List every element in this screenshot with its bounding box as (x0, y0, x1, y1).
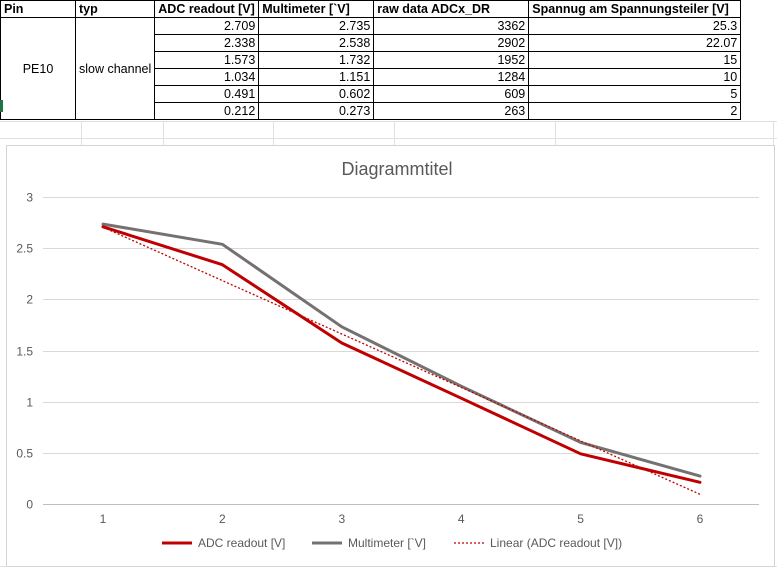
multimeter-cell[interactable]: 1.151 (258, 68, 375, 86)
pin-cell[interactable]: PE10 (0, 17, 76, 120)
x-tick-label: 3 (338, 512, 345, 526)
adc-cell[interactable]: 0.491 (154, 85, 260, 103)
raw-data-cell[interactable]: 3362 (373, 17, 530, 35)
y-tick-label: 3 (26, 191, 33, 205)
header-cell[interactable]: Spannug am Spannungsteiler [V] (528, 0, 742, 18)
y-tick-label: 0 (26, 498, 33, 512)
header-cell[interactable]: Pin (0, 0, 76, 18)
chart-canvas: Diagrammtitel 0 0.5 1 1.5 2 2.5 3 1 2 3 4 5 6 ADC r… (16, 159, 759, 550)
header-cell[interactable]: Multimeter [`V] (258, 0, 375, 18)
multimeter-cell[interactable]: 0.273 (258, 102, 375, 120)
series-line-1 (101, 222, 702, 478)
x-tick-label: 5 (577, 512, 584, 526)
adc-cell[interactable]: 1.573 (154, 51, 260, 69)
table-header-row: Pin typ ADC readout [V] Multimeter [`V] … (0, 0, 742, 18)
multimeter-cell[interactable]: 2.538 (258, 34, 375, 52)
y-tick-label: 0.5 (16, 447, 33, 461)
multimeter-cell[interactable]: 1.732 (258, 51, 375, 69)
adc-cell[interactable]: 2.709 (154, 17, 260, 35)
trendline-series-line (102, 226, 701, 495)
x-axis-labels: 1 2 3 4 5 6 (100, 512, 704, 526)
adc-cell[interactable]: 0.212 (154, 102, 260, 120)
voltage-divider-cell[interactable]: 25.3 (528, 17, 742, 35)
voltage-divider-cell[interactable]: 22.07 (528, 34, 742, 52)
raw-data-cell[interactable]: 609 (373, 85, 530, 103)
legend[interactable]: ADC readout [V] Multimeter [`V] Linear (AD… (162, 536, 622, 550)
data-table: Pin typ ADC readout [V] Multimeter [`V] … (0, 0, 742, 120)
adc-cell[interactable]: 2.338 (154, 34, 260, 52)
row-selection-marker (0, 100, 3, 112)
x-tick-label: 1 (100, 512, 107, 526)
raw-data-cell[interactable]: 263 (373, 102, 530, 120)
series-lines (101, 222, 702, 495)
table-row: PE10 slow channel 2.709 2.735 3362 25.3 (0, 17, 742, 120)
voltage-divider-cell[interactable]: 10 (528, 68, 742, 86)
raw-data-cell[interactable]: 2902 (373, 34, 530, 52)
voltage-divider-cell[interactable]: 15 (528, 51, 742, 69)
legend-label: Linear (ADC readout [V]) (490, 536, 622, 550)
header-cell[interactable]: raw data ADCx_DR (373, 0, 530, 18)
header-cell[interactable]: ADC readout [V] (154, 0, 260, 18)
table-row: 0.491 0.602 609 5 (1, 85, 742, 103)
table-row: 2.338 2.538 2902 22.07 (1, 34, 742, 52)
typ-cell[interactable]: slow channel (74, 17, 156, 120)
series-line-0 (101, 225, 702, 484)
chart-title[interactable]: Diagrammtitel (341, 159, 452, 179)
gridlines (43, 197, 759, 505)
multimeter-cell[interactable]: 2.735 (258, 17, 375, 35)
raw-data-cell[interactable]: 1284 (373, 68, 530, 86)
legend-label: Multimeter [`V] (348, 536, 426, 550)
y-tick-label: 2 (26, 293, 33, 307)
table-row: 0.212 0.273 263 2 (1, 102, 742, 120)
x-tick-label: 2 (219, 512, 226, 526)
voltage-divider-cell[interactable]: 2 (528, 102, 742, 120)
x-tick-label: 6 (697, 512, 704, 526)
raw-data-cell[interactable]: 1952 (373, 51, 530, 69)
adc-cell[interactable]: 1.034 (154, 68, 260, 86)
y-tick-label: 2.5 (16, 242, 33, 256)
legend-label: ADC readout [V] (198, 536, 285, 550)
x-tick-label: 4 (458, 512, 465, 526)
y-axis-labels: 0 0.5 1 1.5 2 2.5 3 (16, 191, 33, 512)
multimeter-cell[interactable]: 0.602 (258, 85, 375, 103)
y-tick-label: 1 (26, 396, 33, 410)
voltage-divider-cell[interactable]: 5 (528, 85, 742, 103)
header-cell[interactable]: typ (74, 0, 156, 18)
y-tick-label: 1.5 (16, 345, 33, 359)
chart[interactable]: Diagrammtitel 0 0.5 1 1.5 2 2.5 3 1 2 3 4 5 6 ADC r… (6, 145, 775, 567)
